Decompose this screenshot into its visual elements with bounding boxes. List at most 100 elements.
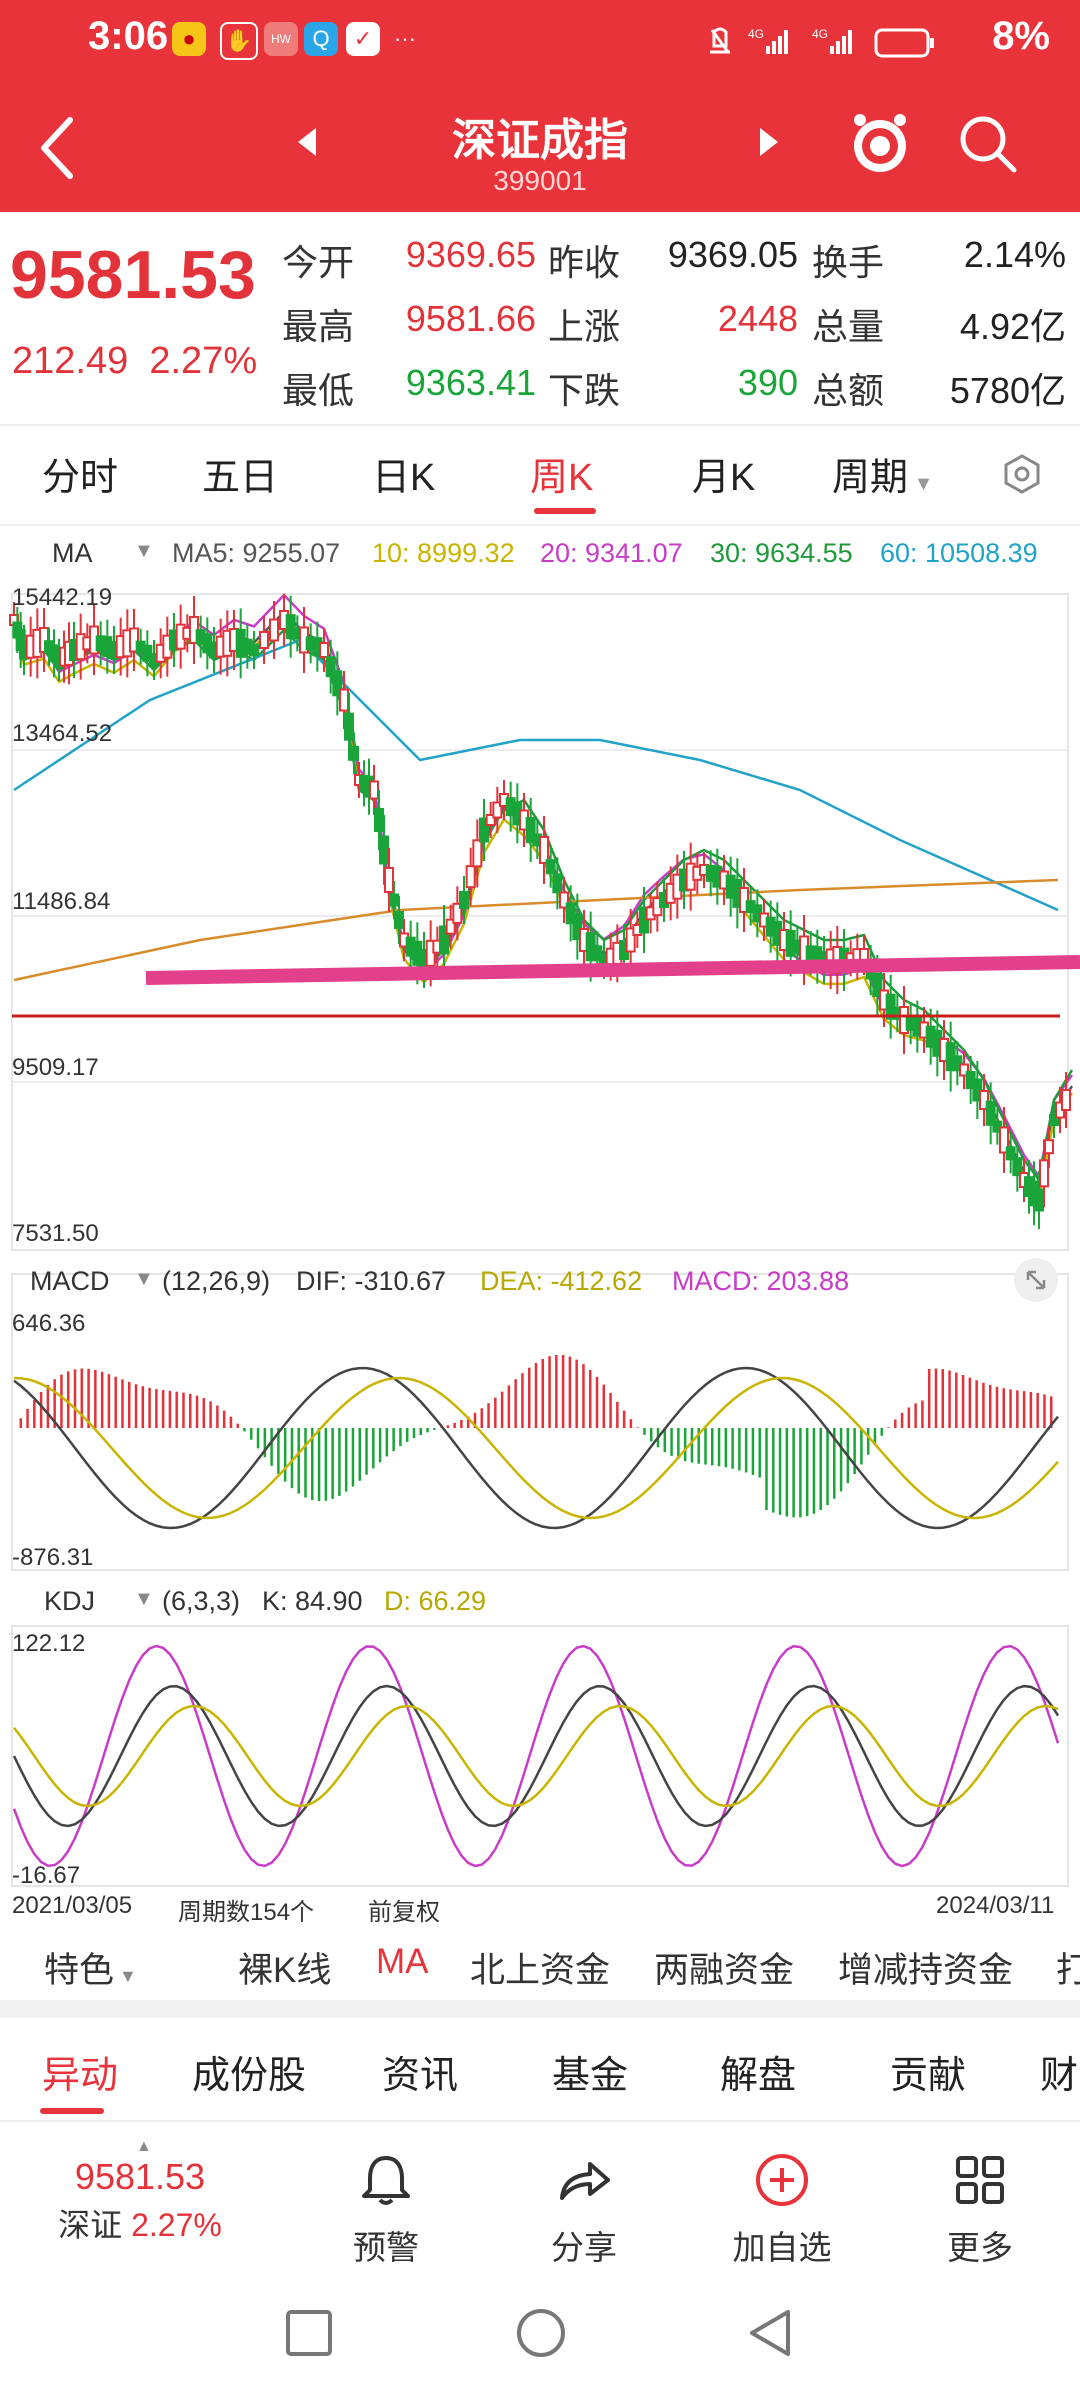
expand-icon[interactable] [1014, 1258, 1058, 1302]
kdj-k-line [12, 1684, 1060, 1828]
tab-contribution[interactable]: 贡献 [890, 2055, 967, 2097]
macd-value: MACD: 203.88 [672, 1266, 850, 1296]
divider [0, 2120, 1080, 2122]
assistant-icon[interactable] [846, 108, 914, 180]
tab-period[interactable]: 周期 ▼ [832, 457, 934, 499]
huawei-icon: HW [264, 22, 298, 56]
k-candle-body [384, 867, 394, 893]
indicator-tab-holdings[interactable]: 增减持资金 [838, 1951, 1014, 1990]
kdj-params: (6,3,3) [162, 1586, 241, 1616]
ma-axis-label: 11486.84 [12, 888, 111, 915]
k-candle-body [985, 1100, 996, 1126]
quote-value: 5780亿 [949, 370, 1066, 411]
share-icon [560, 2162, 610, 2200]
back-icon[interactable] [30, 108, 90, 188]
indicator-tab-naked-k[interactable]: 裸K线 [238, 1951, 332, 1990]
k-candle-body [379, 835, 389, 865]
tab-analysis[interactable]: 解盘 [720, 2055, 797, 2097]
quote-value: 9369.05 [667, 234, 798, 275]
more-label: 更多 [947, 2229, 1013, 2266]
ma-axis-label: 15442.19 [12, 584, 113, 611]
back-nav-icon[interactable] [744, 2306, 796, 2360]
kdj-axis-label: 122.12 [12, 1630, 86, 1657]
tab-monthly-k[interactable]: 月K [692, 457, 756, 499]
active-tab-indicator [40, 2108, 104, 2114]
k-candle-body [552, 873, 563, 894]
indicator-tab-more[interactable]: 打 [1056, 1951, 1080, 1990]
page-title: 深证成指 [452, 116, 628, 165]
tab-five-day[interactable]: 五日 [202, 457, 279, 499]
home-icon[interactable] [514, 2306, 568, 2360]
tab-intraday[interactable]: 分时 [42, 457, 119, 499]
quote-value: 9369.65 [405, 234, 536, 275]
macd-indicator-name[interactable]: MACD [30, 1266, 110, 1296]
kdj-j-line [12, 1644, 1060, 1868]
add-watchlist-button[interactable]: 加自选 [712, 2150, 852, 2269]
k-candle-body [1061, 1089, 1071, 1111]
add-circle-icon [756, 2154, 808, 2206]
ma30-label: 30: 9634.55 [710, 538, 853, 568]
k-candle-body [349, 745, 359, 761]
macd-params: (12,26,9) [162, 1266, 271, 1296]
panel-frame [11, 593, 1069, 1251]
ma60-line [13, 638, 1059, 912]
recents-icon[interactable] [284, 2308, 334, 2358]
quote-value: 4.92亿 [959, 306, 1066, 347]
ma10-line [12, 614, 1074, 1201]
prev-index-icon[interactable] [298, 128, 316, 156]
tab-weekly-k[interactable]: 周K [530, 457, 594, 499]
tab-news[interactable]: 资讯 [382, 2055, 459, 2097]
k-candle-body [472, 839, 483, 868]
ma-dropdown-icon[interactable]: ▼ [134, 540, 154, 562]
indicator-tab-featured[interactable]: 特色 ▼ [44, 1951, 137, 1990]
weekly-k-chart[interactable] [0, 0, 1080, 1920]
indicator-tab-northbound[interactable]: 北上资金 [470, 1951, 611, 1990]
shield-app-icon: ✋ [220, 22, 258, 60]
k-candle-body [339, 688, 349, 712]
quote-value: 9581.66 [405, 298, 536, 339]
k-candle-body [332, 670, 343, 697]
k-candle-body [1044, 1139, 1054, 1155]
quote-value: 390 [737, 362, 798, 403]
grid-icon [956, 2156, 1004, 2204]
quote-label: 今开 [282, 242, 355, 283]
k-candle-body [525, 817, 536, 843]
chart-adjustment[interactable]: 前复权 [368, 1899, 440, 1926]
indicator-tab-ma[interactable]: MA [376, 1942, 429, 1981]
share-label: 分享 [551, 2229, 617, 2266]
k-candle-body [952, 1055, 963, 1072]
tab-movements[interactable]: 异动 [42, 2055, 119, 2097]
k-candle-body [1039, 1159, 1049, 1188]
more-button[interactable]: 更多 [910, 2150, 1050, 2269]
kdj-d-line [13, 1704, 1059, 1808]
alert-button[interactable]: 预警 [316, 2150, 456, 2269]
section-separator [0, 2000, 1080, 2018]
indicator-tab-margin[interactable]: 两融资金 [654, 1951, 795, 1990]
bell-icon [362, 2156, 410, 2205]
long-ma-line [13, 878, 1059, 982]
k-candle-body [1012, 1157, 1023, 1177]
kdj-dropdown-icon[interactable]: ▼ [134, 1588, 154, 1610]
quote-label: 上涨 [548, 306, 621, 347]
add-watchlist-label: 加自选 [732, 2229, 832, 2266]
tab-finance[interactable]: 财 [1040, 2055, 1079, 2097]
tab-funds[interactable]: 基金 [552, 2055, 629, 2097]
collapse-up-icon[interactable]: ▲ [136, 2138, 152, 2155]
battery-text: 8% [992, 14, 1050, 58]
more-notifications-icon: ··· [394, 26, 416, 51]
k-candle-body [369, 780, 379, 800]
search-icon[interactable] [956, 112, 1020, 176]
macd-dropdown-icon[interactable]: ▼ [134, 1268, 154, 1290]
system-nav-bar [0, 2270, 1080, 2400]
tab-daily-k[interactable]: 日K [372, 457, 436, 499]
status-time: 3:06 [88, 14, 169, 58]
k-candle-body [249, 643, 259, 657]
tab-constituents[interactable]: 成份股 [192, 2055, 307, 2097]
share-button[interactable]: 分享 [514, 2150, 654, 2269]
macd-axis-label: 646.36 [12, 1310, 86, 1337]
kdj-k: K: 84.90 [262, 1586, 363, 1616]
kdj-indicator-name[interactable]: KDJ [44, 1586, 96, 1616]
settings-icon[interactable] [1000, 452, 1044, 496]
ma-indicator-name[interactable]: MA [52, 538, 93, 568]
next-index-icon[interactable] [760, 128, 778, 156]
